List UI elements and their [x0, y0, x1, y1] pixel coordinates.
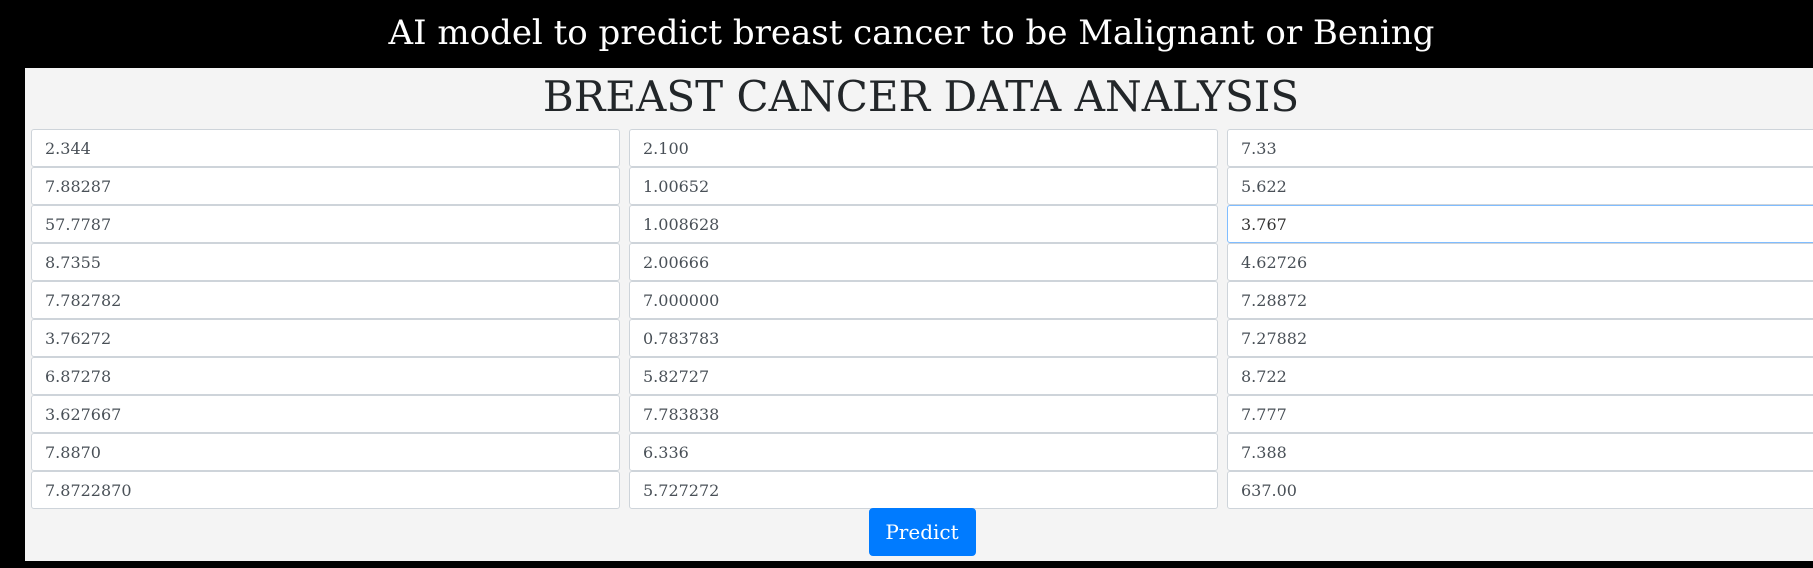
feature-input-24[interactable] — [1227, 395, 1813, 433]
feature-input-15[interactable] — [1227, 281, 1813, 319]
feature-input-12[interactable] — [1227, 243, 1813, 281]
page-title: BREAST CANCER DATA ANALYSIS — [542, 72, 1300, 121]
feature-input-18[interactable] — [1227, 319, 1813, 357]
feature-input-30[interactable] — [1227, 471, 1813, 509]
feature-input-26[interactable] — [629, 433, 1218, 471]
feature-input-6[interactable] — [1227, 167, 1813, 205]
feature-input-14[interactable] — [629, 281, 1218, 319]
feature-input-29[interactable] — [629, 471, 1218, 509]
feature-input-11[interactable] — [629, 243, 1218, 281]
feature-input-7[interactable] — [31, 205, 620, 243]
feature-input-19[interactable] — [31, 357, 620, 395]
analysis-panel: BREAST CANCER DATA ANALYSIS — [25, 68, 1813, 561]
feature-input-9[interactable] — [1227, 205, 1813, 243]
feature-input-13[interactable] — [31, 281, 620, 319]
feature-input-25[interactable] — [31, 433, 620, 471]
feature-input-17[interactable] — [629, 319, 1218, 357]
feature-input-27[interactable] — [1227, 433, 1813, 471]
feature-input-8[interactable] — [629, 205, 1218, 243]
feature-input-21[interactable] — [1227, 357, 1813, 395]
feature-input-3[interactable] — [1227, 129, 1813, 167]
feature-input-5[interactable] — [629, 167, 1218, 205]
feature-input-23[interactable] — [629, 395, 1218, 433]
feature-input-10[interactable] — [31, 243, 620, 281]
feature-input-2[interactable] — [629, 129, 1218, 167]
predict-button[interactable]: Predict — [868, 508, 976, 556]
app-header: AI model to predict breast cancer to be … — [0, 0, 1813, 68]
feature-input-grid — [31, 129, 1813, 509]
feature-input-22[interactable] — [31, 395, 620, 433]
feature-input-1[interactable] — [31, 129, 620, 167]
feature-input-28[interactable] — [31, 471, 620, 509]
app-title: AI model to predict breast cancer to be … — [388, 12, 1435, 53]
feature-input-20[interactable] — [629, 357, 1218, 395]
button-row: Predict — [25, 508, 1813, 556]
feature-input-16[interactable] — [31, 319, 620, 357]
feature-input-4[interactable] — [31, 167, 620, 205]
